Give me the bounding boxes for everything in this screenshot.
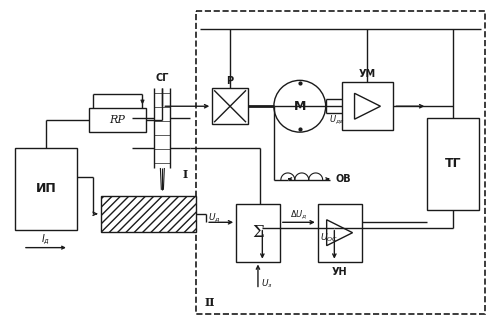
Bar xyxy=(15,148,77,230)
Text: RP: RP xyxy=(109,115,126,125)
Bar xyxy=(342,82,394,130)
Text: УМ: УМ xyxy=(359,69,376,79)
Text: $\Delta U_д$: $\Delta U_д$ xyxy=(290,208,307,221)
Text: $I_д$: $I_д$ xyxy=(41,233,50,247)
Text: $U_{ОС}$: $U_{ОС}$ xyxy=(320,231,338,244)
Bar xyxy=(89,108,147,132)
Bar xyxy=(236,204,280,261)
Text: ТГ: ТГ xyxy=(445,157,461,170)
Text: $U_д$: $U_д$ xyxy=(208,211,221,224)
Text: СГ: СГ xyxy=(155,73,169,83)
Text: М: М xyxy=(294,100,306,113)
Bar xyxy=(212,88,248,124)
Bar xyxy=(427,118,479,210)
Text: ИП: ИП xyxy=(36,182,56,195)
Text: УН: УН xyxy=(332,267,347,276)
Bar xyxy=(100,196,196,232)
Text: Σ: Σ xyxy=(252,224,264,241)
Text: I: I xyxy=(183,169,188,180)
Text: $U_з$: $U_з$ xyxy=(261,277,273,290)
Text: II: II xyxy=(205,297,215,308)
Bar xyxy=(196,11,485,314)
Text: ОВ: ОВ xyxy=(336,174,351,184)
Text: $U_{дв}$: $U_{дв}$ xyxy=(329,114,344,126)
Bar xyxy=(318,204,361,261)
Text: Р: Р xyxy=(227,76,234,87)
Bar xyxy=(100,196,196,232)
